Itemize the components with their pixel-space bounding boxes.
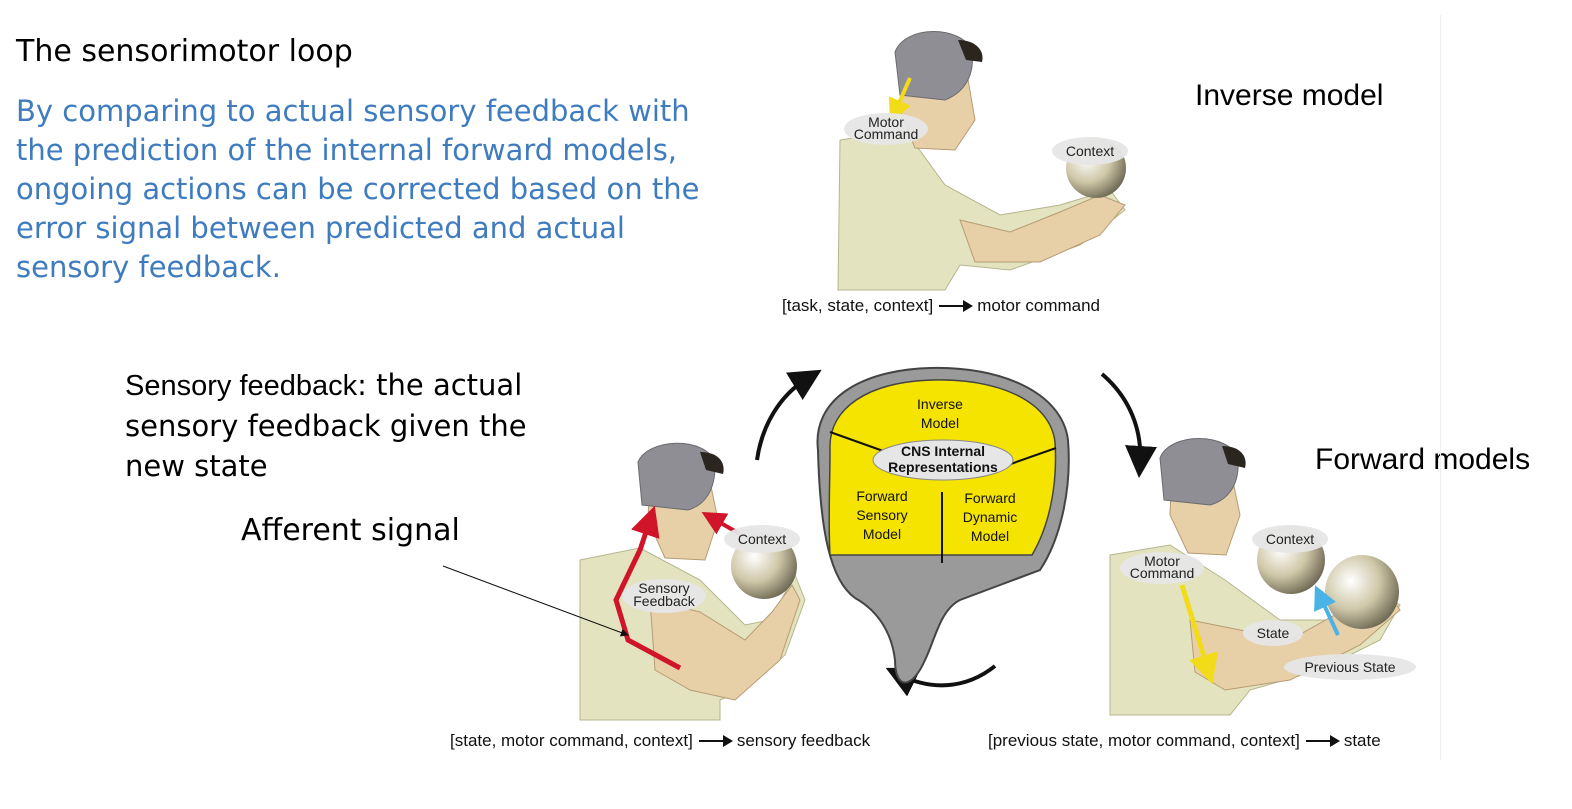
slide-title: The sensorimotor loop: [16, 34, 353, 69]
formula-sensory-output: sensory feedback: [736, 731, 871, 750]
figure-right-motor-arrow: [1179, 584, 1218, 685]
formula-sensory-input: [state, motor command, context]: [450, 731, 693, 750]
brain-inverse-2: Model: [921, 415, 959, 431]
formula-dynamic: [previous state, motor command, context]…: [988, 731, 1381, 751]
description-paragraph: By comparing to actual sensory feedback …: [16, 94, 700, 284]
figure-right-motor-label-2: Command: [1130, 565, 1195, 581]
brain-diagram: [816, 366, 1070, 684]
inverse-model-label: Inverse model: [1195, 79, 1384, 112]
sensory-feedback-text: : the actual sensory feedback given the …: [125, 368, 527, 483]
figure-right-motor-label-1: Motor: [1144, 553, 1180, 569]
brain-cns-2: Representations: [888, 459, 998, 475]
formula-dynamic-arrow: [1305, 735, 1340, 747]
figure-right-previous-label: Previous State: [1304, 659, 1395, 675]
figure-right-context-bubble: [1252, 525, 1328, 553]
brain-fsm-3: Model: [863, 526, 901, 542]
formula-inverse-input: [task, state, context]: [782, 296, 934, 315]
brain-fsm-2: Sensory: [856, 507, 907, 523]
figure-left-context-bubble: [724, 525, 800, 553]
formula-dynamic-output: state: [1343, 731, 1381, 750]
figure-right-state-bubble: [1243, 620, 1303, 646]
sensory-feedback-term: Sensory feedback: [125, 370, 358, 402]
formula-dynamic-input: [previous state, motor command, context]: [988, 731, 1300, 750]
figure-top-motor-label-1: Motor: [868, 114, 904, 130]
brain-inverse-1: Inverse: [917, 396, 963, 412]
divider-line: [1440, 15, 1441, 760]
figure-left-context-label: Context: [738, 531, 786, 547]
formula-inverse: [task, state, context] motor command: [782, 296, 1100, 316]
figure-top-motor-label-2: Command: [854, 126, 919, 142]
figure-right-state-label: State: [1257, 625, 1290, 641]
brain-fdm-3: Model: [971, 528, 1009, 544]
afferent-signal-label: Afferent signal: [241, 513, 460, 548]
figure-top-motor-bubble: [844, 113, 928, 145]
figure-left-sensory-bubble: [622, 579, 706, 613]
figure-top-context-bubble: [1052, 137, 1128, 165]
figure-right-ball-previous: [1325, 555, 1399, 629]
figure-left-sensory-arrow: [613, 505, 682, 671]
formula-inverse-arrow: [939, 300, 974, 312]
brain-cns-1: CNS Internal: [901, 443, 985, 459]
formula-sensory-arrow: [698, 735, 733, 747]
brain-fdm-2: Dynamic: [963, 509, 1017, 525]
loop-arrow-up: [755, 369, 822, 461]
figure-right-previous-bubble: [1284, 654, 1416, 680]
figure-right-context-label: Context: [1266, 531, 1314, 547]
formula-sensory: [state, motor command, context] sensory …: [450, 731, 870, 751]
formula-inverse-output: motor command: [977, 296, 1101, 315]
figure-right-state-arrow: [1314, 585, 1340, 636]
sensory-feedback-definition: Sensory feedback: the actual sensory fee…: [125, 365, 585, 486]
loop-arrow-down: [1100, 372, 1157, 478]
forward-models-label: Forward models: [1315, 443, 1531, 476]
brain-fdm-1: Forward: [964, 490, 1015, 506]
afferent-pointer-line: [442, 565, 629, 637]
figure-left-sensory-label-2: Feedback: [633, 593, 695, 609]
figure-top-motor-arrow: [888, 77, 912, 123]
figure-right-motor-bubble: [1120, 552, 1204, 584]
figure-top-context-label: Context: [1066, 143, 1114, 159]
figure-left-sensory-label-1: Sensory: [638, 580, 689, 596]
brain-fsm-1: Forward: [856, 488, 907, 504]
